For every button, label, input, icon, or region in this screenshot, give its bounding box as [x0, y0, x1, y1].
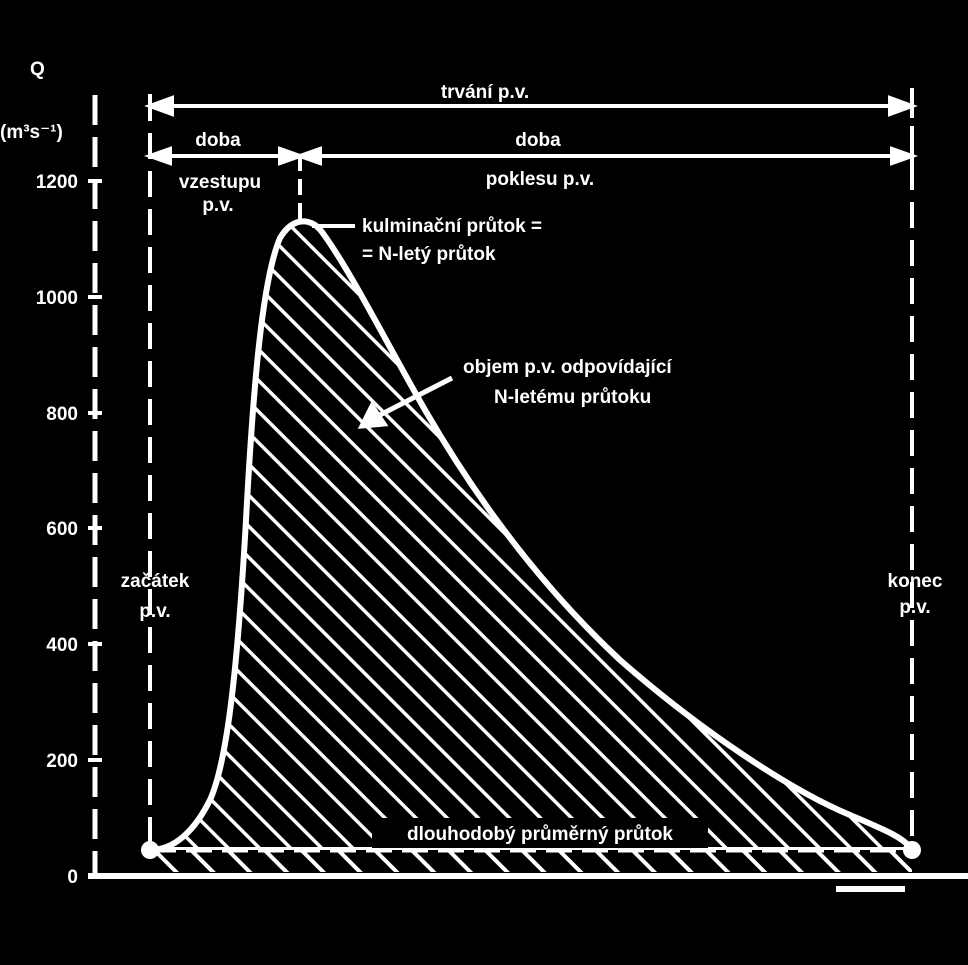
- rise-label-line1: doba: [195, 130, 241, 151]
- y-tick-label: 600: [46, 519, 78, 540]
- y-tick-marks: [88, 179, 102, 878]
- y-axis-unit: (m³s⁻¹): [0, 122, 63, 143]
- peak-label-line1: kulminační průtok =: [362, 216, 542, 237]
- hydrograph-area: [149, 218, 918, 853]
- mean-flow-label-bg: [372, 818, 708, 848]
- peak-label-line2: = N-letý průtok: [362, 244, 496, 265]
- rise-recession-arrow: [143, 144, 919, 168]
- end-marker: [903, 841, 921, 859]
- y-tick-label: 800: [46, 404, 78, 425]
- y-tick-label: 200: [46, 751, 78, 772]
- y-tick-label: 400: [46, 635, 78, 656]
- mean-flow-label: dlouhodobý průměrný průtok: [407, 824, 673, 845]
- y-tick-label: 0: [67, 867, 78, 888]
- duration-label: trvání p.v.: [441, 82, 529, 103]
- recession-label-line2: poklesu p.v.: [486, 169, 594, 190]
- rise-label-line3: p.v.: [202, 195, 233, 216]
- y-tick-label: 1200: [36, 172, 78, 193]
- start-label-line1: začátek: [121, 571, 190, 592]
- volume-pointer: [357, 375, 454, 429]
- start-marker: [141, 841, 159, 859]
- volume-label-line2: N-letému průtoku: [494, 387, 651, 408]
- baseflow-band: [150, 850, 912, 872]
- volume-label-line1: objem p.v. odpovídající: [463, 357, 672, 378]
- rise-label-line2: vzestupu: [179, 172, 261, 193]
- y-tick-label: 1000: [36, 288, 78, 309]
- recession-label-line1: doba: [515, 130, 561, 151]
- start-label-line2: p.v.: [139, 601, 170, 622]
- end-label-line2: p.v.: [899, 597, 930, 618]
- duration-arrow: [144, 94, 918, 118]
- y-axis-symbol: Q: [30, 59, 45, 80]
- end-label-line1: konec: [888, 571, 943, 592]
